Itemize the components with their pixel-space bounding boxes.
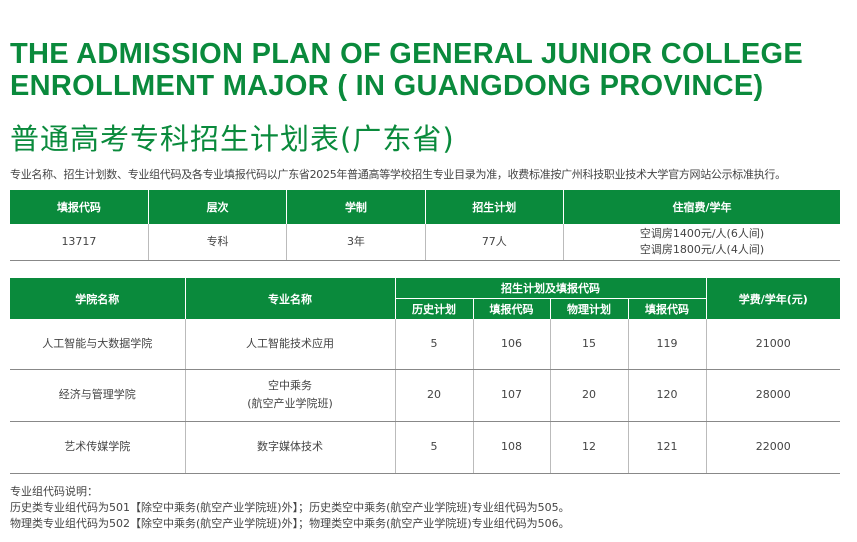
note-text: 专业名称、招生计划数、专业组代码及各专业填报代码以广东省2025年普通高等学校招… (10, 168, 786, 181)
header-history-code: 填报代码 (472, 298, 551, 319)
cell-level: 专科 (147, 224, 288, 261)
cell-major: 数字媒体技术 (184, 421, 396, 474)
footer-history: 历史类专业组代码为501【除空中乘务(航空产业学院班)外】；历史类空中乘务(航空… (10, 501, 570, 514)
cell-physics-code: 119 (627, 319, 707, 370)
cell-history-plan: 5 (394, 421, 474, 474)
cell-physics-code: 121 (627, 421, 707, 474)
cell-history-plan: 20 (394, 369, 474, 422)
title-line-2: ENROLLMENT MAJOR ( IN GUANGDONG PROVINCE… (10, 70, 764, 102)
header-plan: 招生计划 (424, 190, 565, 224)
cell-college: 经济与管理学院 (10, 369, 186, 422)
summary-table: 填报代码 层次 学制 招生计划 住宿费/学年 13717 专科 3年 77人 空… (10, 190, 840, 261)
cell-tuition: 22000 (705, 421, 840, 474)
cell-physics-code: 120 (627, 369, 707, 422)
cell-physics-plan: 12 (549, 421, 629, 474)
title-english: THE ADMISSION PLAN OF GENERAL JUNIOR COL… (10, 38, 803, 102)
table-header: 填报代码 层次 学制 招生计划 住宿费/学年 (10, 190, 840, 224)
cell-college: 艺术传媒学院 (10, 421, 186, 474)
cell-tuition: 21000 (705, 319, 840, 370)
header-history-plan: 历史计划 (395, 298, 474, 319)
cell-major: 人工智能技术应用 (184, 319, 396, 370)
header-level: 层次 (147, 190, 288, 224)
header-physics-plan: 物理计划 (549, 298, 629, 319)
plan-table: 学院名称 专业名称 招生计划及填报代码 学费/学年(元) 历史计划 填报代码 物… (10, 278, 840, 474)
table-row: 艺术传媒学院 数字媒体技术 5 108 12 121 22000 (10, 421, 840, 474)
header-duration: 学制 (286, 190, 426, 224)
cell-history-code: 108 (472, 421, 551, 474)
cell-plan: 77人 (424, 224, 565, 261)
cell-physics-plan: 15 (549, 319, 629, 370)
cell-code: 13717 (10, 224, 149, 261)
footer-physics: 物理类专业组代码为502【除空中乘务(航空产业学院班)外】；物理类空中乘务(航空… (10, 517, 570, 530)
header-dorm-fee: 住宿费/学年 (563, 190, 840, 224)
cell-physics-plan: 20 (549, 369, 629, 422)
major-line: 人工智能技术应用 (246, 336, 334, 350)
table-row: 13717 专科 3年 77人 空调房1400元/人(6人间) 空调房1800元/… (10, 224, 840, 261)
major-line: (航空产业学院班) (247, 397, 333, 410)
fee-6: 空调房1400元/人(6人间) (639, 227, 765, 240)
header-code: 填报代码 (10, 190, 149, 224)
title-line-1: THE ADMISSION PLAN OF GENERAL JUNIOR COL… (10, 38, 804, 70)
header-physics-code: 填报代码 (627, 298, 706, 319)
footer-notes: 专业组代码说明： 历史类专业组代码为501【除空中乘务(航空产业学院班)外】；历… (10, 484, 570, 532)
major-line: 空中乘务 (268, 379, 312, 392)
cell-history-code: 107 (472, 369, 551, 422)
cell-major: 空中乘务 (航空产业学院班) (184, 369, 396, 422)
major-line: 数字媒体技术 (257, 440, 323, 453)
header-college: 学院名称 (10, 278, 186, 319)
fee-4: 空调房1800元/人(4人间) (639, 243, 765, 256)
cell-history-code: 106 (472, 319, 551, 370)
table-subheader: 历史计划 填报代码 物理计划 填报代码 (10, 298, 840, 319)
table-header: 学院名称 专业名称 招生计划及填报代码 学费/学年(元) (10, 278, 840, 319)
cell-dorm-fee: 空调房1400元/人(6人间) 空调房1800元/人(4人间) (563, 224, 840, 261)
table-row: 经济与管理学院 空中乘务 (航空产业学院班) 20 107 20 120 28000 (10, 369, 840, 422)
cell-college: 人工智能与大数据学院 (10, 319, 186, 370)
header-major: 专业名称 (184, 278, 396, 319)
cell-history-plan: 5 (394, 319, 474, 370)
footer-title: 专业组代码说明： (10, 485, 98, 498)
table-row: 人工智能与大数据学院 人工智能技术应用 5 106 15 119 21000 (10, 319, 840, 370)
cell-duration: 3年 (286, 224, 426, 261)
title-chinese: 普通高考专科招生计划表(广东省) (10, 122, 455, 156)
header-tuition: 学费/学年(元) (705, 278, 840, 319)
cell-tuition: 28000 (705, 369, 840, 422)
header-group: 招生计划及填报代码 (394, 278, 707, 299)
